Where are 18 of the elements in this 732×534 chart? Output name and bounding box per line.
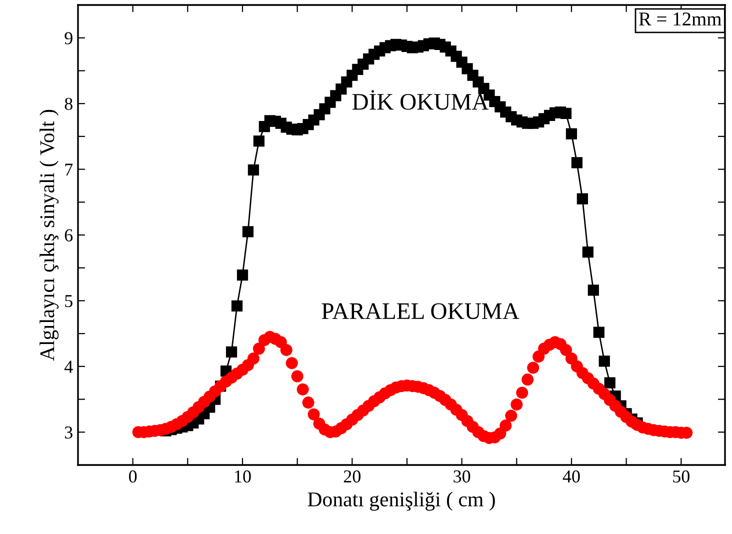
y-axis-title: Algılayıcı çıkış sinyali ( Volt ) [40, 110, 59, 361]
x-tick-label: 30 [454, 470, 470, 483]
y-tick-label: 6 [64, 229, 73, 242]
x-tick-label: 50 [673, 470, 690, 483]
x-tick-label: 40 [562, 470, 580, 483]
series-label: PARALEL OKUMA [322, 303, 520, 320]
y-tick-label: 3 [64, 426, 72, 439]
x-tick-label: 20 [344, 470, 360, 483]
x-axis-title: Donatı genişliği ( cm ) [308, 492, 495, 511]
y-tick-label: 8 [64, 98, 72, 110]
y-tick-label: 4 [64, 360, 73, 373]
y-tick-label: 7 [65, 164, 73, 176]
annotation: R = 12mm [638, 12, 722, 26]
x-tick-label: 10 [235, 470, 251, 483]
series-label: DİK OKUMA [352, 90, 489, 110]
x-tick-label: 0 [129, 470, 137, 483]
y-tick-label: 5 [65, 295, 72, 308]
y-tick-label: 9 [64, 32, 72, 44]
